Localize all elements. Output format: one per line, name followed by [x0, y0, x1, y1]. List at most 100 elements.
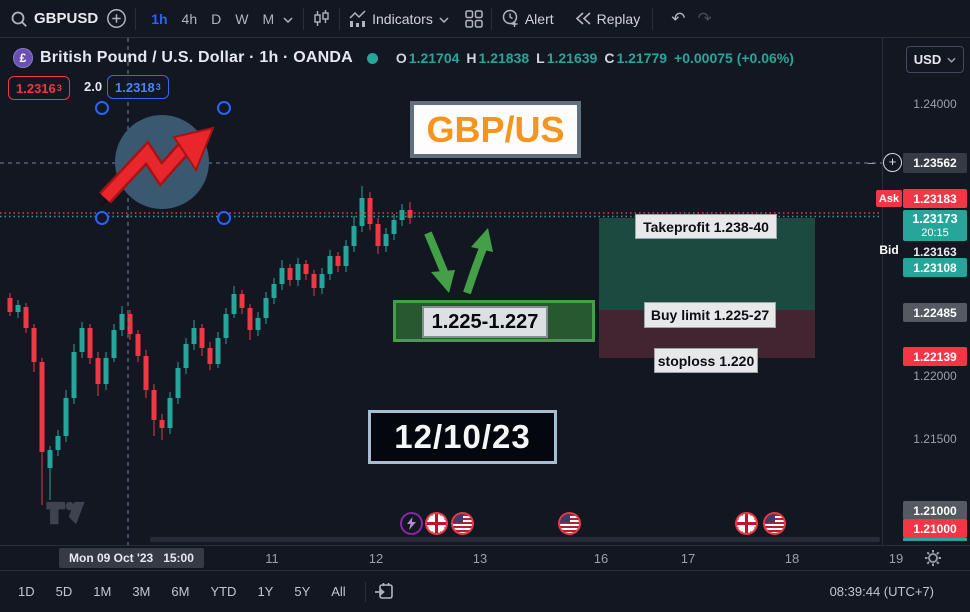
ask-tag: Ask — [876, 190, 902, 207]
change-value: +0.00075 (+0.06%) — [674, 50, 794, 66]
price-tick: 1.22000 — [913, 369, 957, 383]
gbp-coin-icon: £ — [13, 48, 33, 68]
search-icon[interactable] — [10, 10, 28, 28]
event-flag-us-icon[interactable] — [453, 514, 472, 533]
price-level-gray: 1.21000 — [903, 501, 967, 520]
price-level-green-strip — [903, 538, 967, 541]
gear-icon[interactable] — [924, 549, 942, 572]
close-value: 1.21779 — [616, 50, 668, 66]
down-arrow-drawing[interactable] — [424, 231, 455, 293]
price-level-gray: 1.22485 — [903, 303, 967, 322]
range-1m[interactable]: 1M — [93, 584, 112, 599]
buy-price-label[interactable]: 1.2318 3 — [107, 75, 169, 99]
sell-price-value: 1.2316 — [16, 80, 56, 96]
indicators-icon[interactable] — [348, 9, 368, 28]
toolbar-separator — [339, 7, 341, 30]
symbol-search-button[interactable]: GBPUSD — [34, 10, 99, 27]
event-bolt-icon[interactable] — [402, 514, 421, 533]
crosshair-time-label: Mon 09 Oct '23 15:00 — [59, 548, 204, 568]
price-tick: 1.24000 — [913, 97, 957, 111]
range-6m[interactable]: 6M — [171, 584, 190, 599]
low-value: 1.21639 — [546, 50, 598, 66]
open-value: 1.21704 — [408, 50, 460, 66]
pair-text-annotation[interactable]: GBP/US — [410, 101, 581, 158]
currency-value: USD — [913, 52, 942, 67]
goto-date-icon[interactable] — [374, 582, 394, 601]
interval-4h[interactable]: 4h — [181, 10, 198, 27]
interval-w[interactable]: W — [235, 10, 249, 27]
date-annotation[interactable]: 12/10/23 — [368, 410, 557, 464]
range-1y[interactable]: 1Y — [257, 584, 274, 599]
bottom-toolbar: 1D 5D 1M 3M 6M YTD 1Y 5Y All 08:39:44 (U… — [0, 570, 970, 612]
interval-1h[interactable]: 1h — [151, 10, 168, 27]
range-5d[interactable]: 5D — [55, 584, 73, 599]
crosshair-minus: − — [867, 155, 876, 171]
drawing-selection-handles[interactable] — [95, 101, 231, 225]
event-flag-uk-icon[interactable] — [737, 514, 756, 533]
clock-timezone-button[interactable]: 08:39:44 (UTC+7) — [829, 584, 934, 599]
candlesticks — [7, 186, 413, 505]
crosshair-price-label: 1.23562 — [903, 153, 967, 173]
close-label: C — [604, 50, 615, 66]
replay-button[interactable]: Replay — [596, 10, 641, 27]
toolbar-separator — [490, 7, 492, 30]
interval-chevron-down-icon[interactable] — [283, 16, 293, 23]
toolbar-separator — [135, 7, 137, 30]
range-ytd[interactable]: YTD — [210, 584, 237, 599]
event-flag-uk-icon[interactable] — [427, 514, 446, 533]
alert-clock-icon[interactable] — [500, 8, 521, 29]
open-label: O — [395, 50, 407, 66]
buy-price-value: 1.2318 — [115, 79, 155, 95]
high-label: H — [466, 50, 477, 66]
support-zone-label: 1.225-1.227 — [422, 306, 548, 338]
layout-grid-icon[interactable] — [465, 9, 483, 28]
chart-style-candles-icon[interactable] — [312, 9, 331, 28]
buy-limit-label[interactable]: Buy limit 1.225-27 — [644, 302, 776, 328]
price-level-green: 1.23108 — [903, 258, 967, 277]
market-status-dot[interactable] — [366, 52, 378, 64]
trend-logo-drawing[interactable] — [99, 115, 215, 209]
bar-countdown: 20:15 — [921, 226, 949, 239]
time-axis[interactable]: Mon 09 Oct '23 15:00 11 12 13 16 17 18 1… — [0, 545, 970, 570]
price-level-red: 1.21000 — [903, 519, 967, 538]
buy-price-sup: 3 — [155, 82, 161, 92]
symbol-header: £ British Pound / U.S. Dollar · 1h · OAN… — [13, 48, 794, 68]
chart-pane[interactable]: £ British Pound / U.S. Dollar · 1h · OAN… — [0, 38, 970, 545]
currency-selector[interactable]: USD — [906, 46, 964, 73]
event-flag-us-icon[interactable] — [560, 514, 579, 533]
last-price: 1.23173 — [912, 211, 958, 226]
indicators-chevron-down-icon[interactable] — [439, 16, 449, 23]
range-3m[interactable]: 3M — [132, 584, 151, 599]
interval-m[interactable]: M — [262, 10, 275, 27]
horizontal-scrollbar[interactable] — [150, 537, 880, 542]
range-all[interactable]: All — [331, 584, 346, 599]
range-1d[interactable]: 1D — [18, 584, 35, 599]
interval-d[interactable]: D — [211, 10, 222, 27]
redo-button[interactable]: ↷ — [697, 8, 712, 28]
stoploss-label[interactable]: stoploss 1.220 — [654, 348, 758, 373]
time-tick: 19 — [888, 551, 904, 566]
indicators-button[interactable]: Indicators — [372, 10, 433, 27]
undo-button[interactable]: ↶ — [671, 8, 686, 28]
top-toolbar: GBPUSD 1h 4h D W M Indicators Ale — [0, 0, 970, 38]
time-tick: 13 — [472, 551, 488, 566]
up-arrow-drawing[interactable] — [463, 228, 493, 295]
price-level-red: 1.22139 — [903, 347, 967, 366]
replay-icon[interactable] — [574, 10, 593, 27]
range-5y[interactable]: 5Y — [294, 584, 311, 599]
price-scale-plus-button[interactable]: + — [883, 153, 902, 172]
time-tick: 18 — [784, 551, 800, 566]
support-zone-box[interactable]: 1.225-1.227 — [393, 300, 595, 342]
last-price-countdown-label: 1.23173 20:15 — [903, 210, 967, 241]
sell-price-label[interactable]: 1.2316 3 — [8, 76, 70, 100]
event-flag-us-icon[interactable] — [765, 514, 784, 533]
toolbar-separator — [364, 581, 366, 602]
takeprofit-label[interactable]: Takeprofit 1.238-40 — [635, 214, 777, 239]
time-tick: 17 — [680, 551, 696, 566]
currency-chevron-down-icon — [947, 57, 956, 63]
alert-button[interactable]: Alert — [524, 10, 554, 27]
pane-title[interactable]: British Pound / U.S. Dollar · 1h · OANDA — [40, 49, 353, 66]
compare-add-icon[interactable] — [106, 8, 127, 29]
ohlc-values: O 1.21704 H 1.21838 L 1.21639 C 1.21779 +0.0… — [389, 50, 794, 66]
